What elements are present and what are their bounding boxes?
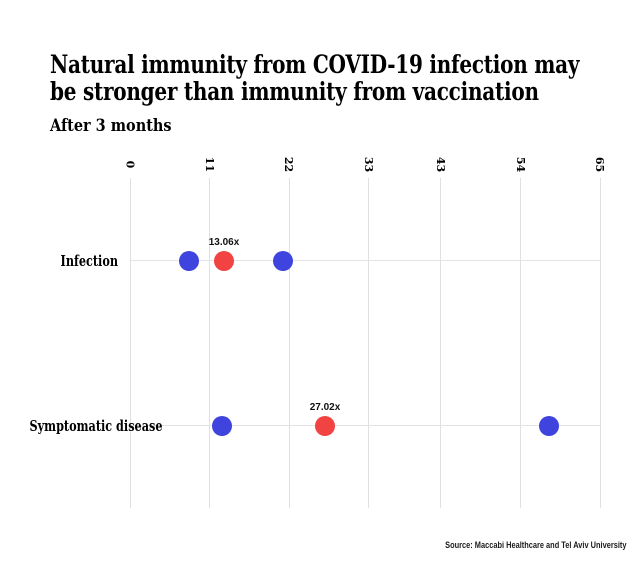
chart-title: Natural immunity from COVID-19 infection…	[50, 50, 580, 106]
gridline-vertical	[368, 178, 370, 508]
estimate-value-label: 27.02x	[310, 400, 341, 413]
gridline-row	[130, 260, 600, 261]
x-axis-tick-label: 0	[123, 160, 137, 168]
x-axis-tick-label: 11	[203, 156, 217, 172]
range-dot	[178, 250, 199, 271]
x-axis-tick-label: 22	[282, 156, 296, 172]
gridline-vertical	[519, 178, 521, 508]
estimate-dot	[315, 415, 336, 436]
estimate-dot	[214, 250, 235, 271]
x-axis-tick-label: 65	[593, 156, 607, 172]
plot-area	[130, 178, 600, 508]
gridline-vertical	[599, 178, 601, 508]
x-axis-tick-label: 33	[362, 156, 376, 172]
gridline-vertical	[129, 178, 131, 508]
range-dot	[539, 415, 560, 436]
x-axis-tick-label: 43	[434, 156, 448, 172]
chart-subtitle: After 3 months	[50, 116, 172, 136]
gridline-vertical	[440, 178, 442, 508]
range-dot	[272, 250, 293, 271]
gridline-row	[130, 425, 600, 426]
range-dot	[211, 415, 232, 436]
gridline-vertical	[209, 178, 211, 508]
category-label: Infection	[60, 251, 118, 270]
source-credit: Source: Maccabi Healthcare and Tel Aviv …	[444, 540, 626, 551]
gridline-vertical	[288, 178, 290, 508]
x-axis-tick-label: 54	[513, 156, 527, 172]
estimate-value-label: 13.06x	[209, 235, 240, 248]
category-label: Symptomatic disease	[29, 416, 163, 435]
